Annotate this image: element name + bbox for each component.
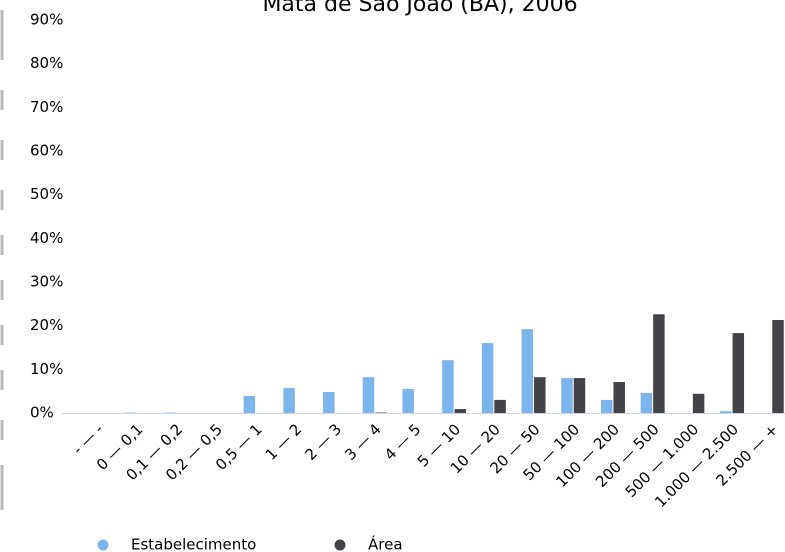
legend-label: Estabelecimento [131, 536, 256, 552]
bar [323, 392, 335, 413]
bar [402, 388, 414, 413]
bar [720, 411, 732, 413]
y-tick-label: 50% [30, 185, 63, 203]
y-tick-label: 70% [30, 98, 63, 116]
bar [454, 409, 467, 413]
bar [494, 399, 506, 413]
x-tick-label: 1 — 2 [262, 420, 306, 464]
x-tick-label: 2 — 3 [301, 420, 345, 464]
bar [561, 378, 573, 413]
bar [613, 381, 625, 413]
y-tick-label: 10% [30, 360, 63, 378]
bar [653, 314, 665, 413]
x-tick-label: 3 — 4 [341, 420, 385, 464]
bar [243, 395, 256, 413]
legend-marker [334, 539, 346, 551]
y-tick-label: 40% [30, 229, 63, 247]
y-tick-label: 90% [30, 11, 63, 29]
bar [442, 360, 454, 413]
y-tick-label: 30% [30, 273, 63, 291]
bar [362, 377, 375, 413]
bar [732, 333, 745, 413]
chart-title: Mata de São João (BA), 2006 [262, 0, 577, 17]
y-tick-label: 60% [30, 142, 63, 160]
legend-marker [97, 539, 109, 551]
y-tick-label: 20% [30, 316, 63, 334]
legend-label: Área [368, 535, 403, 552]
bar [521, 329, 534, 413]
bar [283, 388, 295, 413]
bar [481, 343, 494, 413]
y-tick-label: 0% [30, 404, 54, 422]
y-tick-label: 80% [30, 54, 63, 72]
bar [640, 392, 653, 413]
bar [692, 393, 705, 413]
bar [772, 319, 784, 413]
bar [534, 377, 546, 413]
bar [573, 378, 586, 413]
bar [600, 399, 613, 413]
